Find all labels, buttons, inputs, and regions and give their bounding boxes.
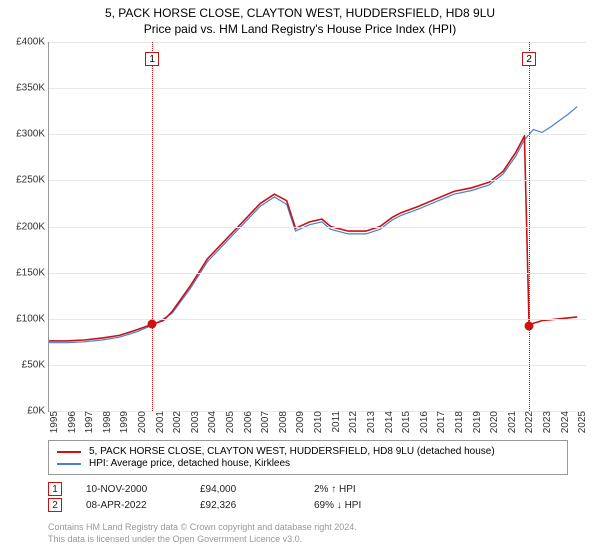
sale-date-2: 08-APR-2022 [86, 500, 176, 511]
plot-area: £0K£50K£100K£150K£200K£250K£300K£350K£40… [48, 42, 586, 412]
footer: Contains HM Land Registry data © Crown c… [48, 522, 357, 545]
xtick-label: 2023 [538, 411, 553, 433]
xtick-label: 1997 [80, 411, 95, 433]
xtick-label: 2021 [503, 411, 518, 433]
xtick-label: 1999 [115, 411, 130, 433]
ytick-label: £200K [16, 221, 49, 232]
xtick-label: 2012 [344, 411, 359, 433]
title-line1: 5, PACK HORSE CLOSE, CLAYTON WEST, HUDDE… [0, 6, 600, 20]
xtick-label: 2013 [362, 411, 377, 433]
sale-point [525, 321, 534, 330]
ytick-label: £250K [16, 175, 49, 186]
xtick-label: 2008 [274, 411, 289, 433]
xtick-label: 2003 [186, 411, 201, 433]
sales-row-2: 2 08-APR-2022 £92,326 69% ↓ HPI [48, 498, 404, 512]
series-hpi [49, 107, 577, 343]
xtick-label: 2001 [151, 411, 166, 433]
sale-price-1: £94,000 [200, 484, 290, 495]
xtick-label: 2015 [397, 411, 412, 433]
titles: 5, PACK HORSE CLOSE, CLAYTON WEST, HUDDE… [0, 0, 600, 36]
legend-label-hpi: HPI: Average price, detached house, Kirk… [89, 458, 290, 469]
xtick-label: 2010 [309, 411, 324, 433]
xtick-label: 2025 [573, 411, 588, 433]
xtick-label: 1996 [63, 411, 78, 433]
ytick-label: £300K [16, 129, 49, 140]
series-property [49, 136, 577, 341]
chart-container: 5, PACK HORSE CLOSE, CLAYTON WEST, HUDDE… [0, 0, 600, 560]
xtick-label: 2011 [327, 411, 342, 433]
sales-row-1: 1 10-NOV-2000 £94,000 2% ↑ HPI [48, 482, 404, 496]
legend: 5, PACK HORSE CLOSE, CLAYTON WEST, HUDDE… [48, 440, 568, 475]
sale-point [148, 320, 157, 329]
sale-date-1: 10-NOV-2000 [86, 484, 176, 495]
xtick-label: 2017 [432, 411, 447, 433]
legend-row-property: 5, PACK HORSE CLOSE, CLAYTON WEST, HUDDE… [57, 446, 559, 457]
xtick-label: 2019 [468, 411, 483, 433]
ytick-label: £100K [16, 313, 49, 324]
ytick-label: £350K [16, 83, 49, 94]
legend-swatch-property [57, 451, 81, 453]
xtick-label: 2018 [450, 411, 465, 433]
xtick-label: 2009 [291, 411, 306, 433]
sale-index-2: 2 [48, 498, 62, 512]
xtick-label: 2006 [239, 411, 254, 433]
sale-delta-2: 69% ↓ HPI [314, 500, 404, 511]
xtick-label: 2024 [556, 411, 571, 433]
sale-delta-1: 2% ↑ HPI [314, 484, 404, 495]
legend-label-property: 5, PACK HORSE CLOSE, CLAYTON WEST, HUDDE… [89, 446, 495, 457]
xtick-label: 2002 [168, 411, 183, 433]
sale-marker-box: 1 [145, 52, 159, 66]
footer-line2: This data is licensed under the Open Gov… [48, 534, 357, 546]
legend-row-hpi: HPI: Average price, detached house, Kirk… [57, 458, 559, 469]
sales-table: 1 10-NOV-2000 £94,000 2% ↑ HPI 2 08-APR-… [48, 480, 404, 514]
xtick-label: 1998 [98, 411, 113, 433]
sale-vline [529, 42, 530, 411]
xtick-label: 2014 [380, 411, 395, 433]
footer-line1: Contains HM Land Registry data © Crown c… [48, 522, 357, 534]
xtick-label: 2004 [203, 411, 218, 433]
sale-marker-box: 2 [522, 52, 536, 66]
xtick-label: 1995 [45, 411, 60, 433]
xtick-label: 2016 [415, 411, 430, 433]
ytick-label: £400K [16, 37, 49, 48]
xtick-label: 2020 [485, 411, 500, 433]
sale-price-2: £92,326 [200, 500, 290, 511]
xtick-label: 2000 [133, 411, 148, 433]
ytick-label: £150K [16, 267, 49, 278]
sale-index-1: 1 [48, 482, 62, 496]
ytick-label: £50K [22, 359, 49, 370]
legend-swatch-hpi [57, 463, 81, 465]
xtick-label: 2005 [221, 411, 236, 433]
xtick-label: 2007 [256, 411, 271, 433]
title-line2: Price paid vs. HM Land Registry's House … [0, 22, 600, 36]
sale-vline [152, 42, 153, 411]
xtick-label: 2022 [520, 411, 535, 433]
